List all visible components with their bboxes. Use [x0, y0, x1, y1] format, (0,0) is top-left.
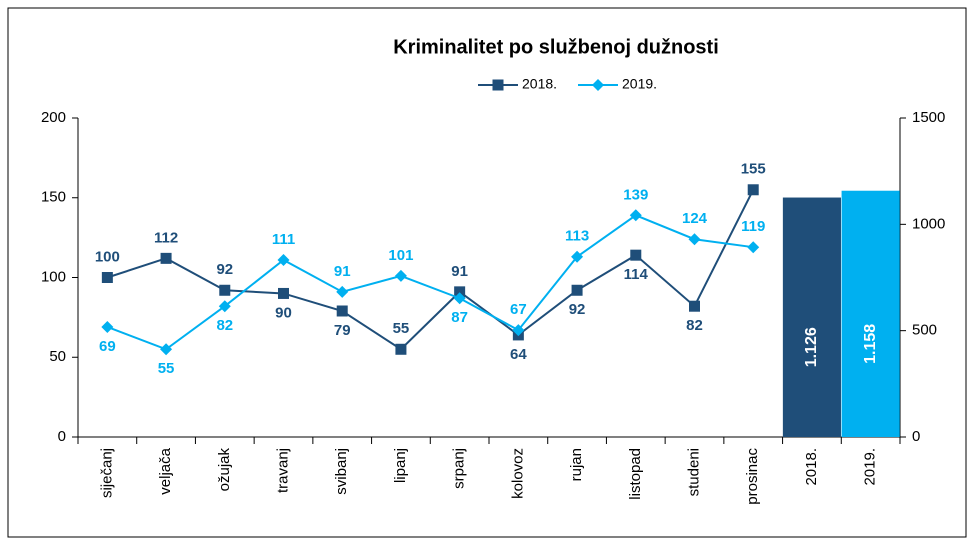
data-label: 114: [624, 266, 649, 283]
data-label: 79: [334, 322, 351, 339]
x-tick-label: 2019.: [862, 448, 879, 486]
data-label: 155: [741, 161, 766, 178]
line: [107, 189, 755, 351]
marker: [689, 300, 700, 312]
bar-label: 1.158: [862, 324, 879, 364]
y-tick-label: 150: [41, 189, 66, 206]
data-label: 82: [216, 317, 233, 334]
x-tick-label: studeni: [685, 448, 702, 496]
y-tick-label: 200: [41, 109, 66, 126]
x-tick-label: rujan: [568, 448, 585, 481]
marker: [160, 252, 172, 264]
x-tick-label: veljača: [157, 447, 174, 494]
line: [107, 214, 754, 351]
data-label: 124: [682, 210, 708, 227]
marker: [571, 284, 583, 296]
data-label: 92: [569, 301, 586, 318]
legend-marker: [492, 79, 504, 91]
data-label: 90: [275, 304, 292, 321]
legend-marker: [592, 79, 604, 91]
marker: [336, 305, 348, 317]
x-tick-label: svibanj: [333, 448, 350, 495]
y2-tick-label: 500: [912, 322, 937, 339]
marker: [688, 233, 701, 246]
data-label: 139: [623, 186, 648, 203]
marker: [278, 287, 289, 299]
data-label: 113: [565, 228, 589, 245]
marker: [218, 300, 231, 313]
x-tick-label: listopad: [627, 448, 644, 500]
x-tick-label: lipanj: [392, 448, 409, 483]
marker: [101, 320, 114, 333]
legend-label: 2019.: [622, 76, 657, 92]
y-tick-label: 100: [41, 268, 66, 285]
marker: [453, 292, 466, 305]
x-tick-label: 2018.: [803, 448, 820, 486]
x-tick-label: siječanj: [98, 448, 115, 498]
data-label: 119: [741, 218, 765, 235]
y2-tick-label: 1000: [912, 215, 945, 232]
data-label: 69: [99, 338, 116, 355]
data-label: 101: [388, 247, 413, 264]
data-label: 87: [451, 309, 468, 326]
marker: [512, 324, 525, 337]
marker: [630, 249, 642, 261]
marker: [571, 250, 584, 263]
bar: [782, 197, 841, 437]
marker: [395, 343, 407, 355]
marker: [219, 284, 231, 296]
marker: [747, 184, 759, 196]
x-tick-label: kolovoz: [509, 448, 526, 499]
data-label: 91: [334, 263, 351, 280]
x-tick-label: srpanj: [451, 448, 468, 489]
marker: [747, 241, 760, 254]
marker: [101, 272, 113, 283]
y-tick-label: 50: [49, 348, 66, 365]
x-tick-label: ožujak: [216, 448, 233, 492]
y2-tick-label: 0: [912, 428, 920, 445]
y2-tick-label: 1500: [912, 109, 945, 126]
chart-title: Kriminalitet po službenoj dužnosti: [393, 36, 719, 58]
marker: [160, 343, 173, 356]
data-label: 67: [510, 301, 527, 318]
data-label: 92: [216, 261, 233, 278]
bar: [841, 190, 900, 437]
x-tick-label: prosinac: [744, 448, 761, 505]
marker: [454, 286, 466, 298]
marker: [277, 253, 290, 266]
bar-label: 1.126: [803, 327, 820, 367]
data-label: 100: [95, 248, 120, 265]
data-label: 91: [451, 263, 468, 280]
legend-label: 2018.: [522, 76, 557, 92]
data-label: 64: [510, 346, 527, 363]
marker: [336, 285, 349, 298]
y-tick-label: 0: [58, 428, 66, 445]
data-label: 55: [393, 320, 410, 337]
data-label: 82: [686, 317, 703, 334]
data-label: 55: [158, 360, 175, 377]
marker: [394, 269, 407, 282]
x-tick-label: travanj: [274, 448, 291, 493]
marker: [629, 209, 642, 222]
data-label: 112: [154, 229, 178, 246]
data-label: 111: [272, 231, 295, 248]
